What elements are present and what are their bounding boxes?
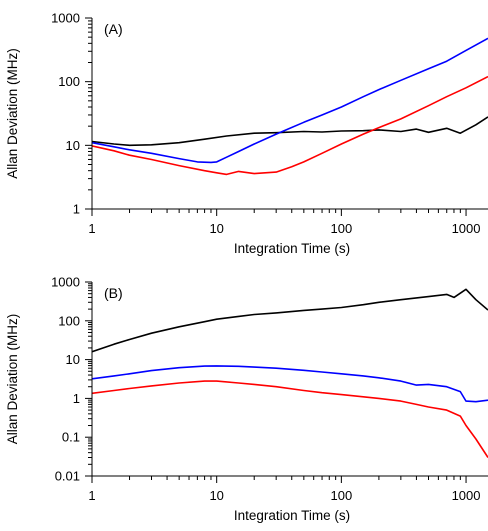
y-tick-label: 0.1 xyxy=(62,430,80,445)
y-tick-label: 1000 xyxy=(51,11,80,26)
x-tick-label: 10 xyxy=(209,488,223,503)
series-line-3 xyxy=(92,380,488,458)
series-line-3 xyxy=(92,75,488,176)
series-line-2 xyxy=(92,365,488,403)
chart-panel-2: 1 10 100 1000 0.01 0.1 1 10 100 1000 Integration T… xyxy=(5,275,488,523)
x-tick-label: 100 xyxy=(331,488,353,503)
y-axis-title: Allan Deviation (MHz) xyxy=(5,48,20,179)
x-tick-label: 1 xyxy=(88,221,95,236)
y-tick-label: 1 xyxy=(73,202,80,217)
x-tick-label: 100 xyxy=(331,221,353,236)
x-axis-title: Integration Time (s) xyxy=(234,508,350,523)
y-tick-label: 100 xyxy=(58,74,80,89)
y-tick-label: 10 xyxy=(66,138,80,153)
series-line-1 xyxy=(92,288,488,353)
x-axis-title: Integration Time (s) xyxy=(234,241,350,256)
x-tick-label: 1000 xyxy=(452,488,481,503)
y-tick-label: 10 xyxy=(66,352,80,367)
series-line-2 xyxy=(92,37,488,164)
x-tick-label: 10 xyxy=(209,221,223,236)
series-line-1 xyxy=(92,116,488,147)
chart-panel-1: 1 10 100 1000 1 10 100 1000 Integration Time (s)… xyxy=(5,11,488,256)
y-axis-title: Allan Deviation (MHz) xyxy=(5,314,20,445)
y-tick-label: 0.01 xyxy=(55,469,80,484)
panel-label: (A) xyxy=(104,21,123,37)
panel-label: (B) xyxy=(104,285,123,301)
y-tick-label: 1000 xyxy=(51,275,80,290)
y-tick-label: 1 xyxy=(73,391,80,406)
x-tick-label: 1 xyxy=(88,488,95,503)
y-tick-label: 100 xyxy=(58,313,80,328)
x-tick-label: 1000 xyxy=(452,221,481,236)
